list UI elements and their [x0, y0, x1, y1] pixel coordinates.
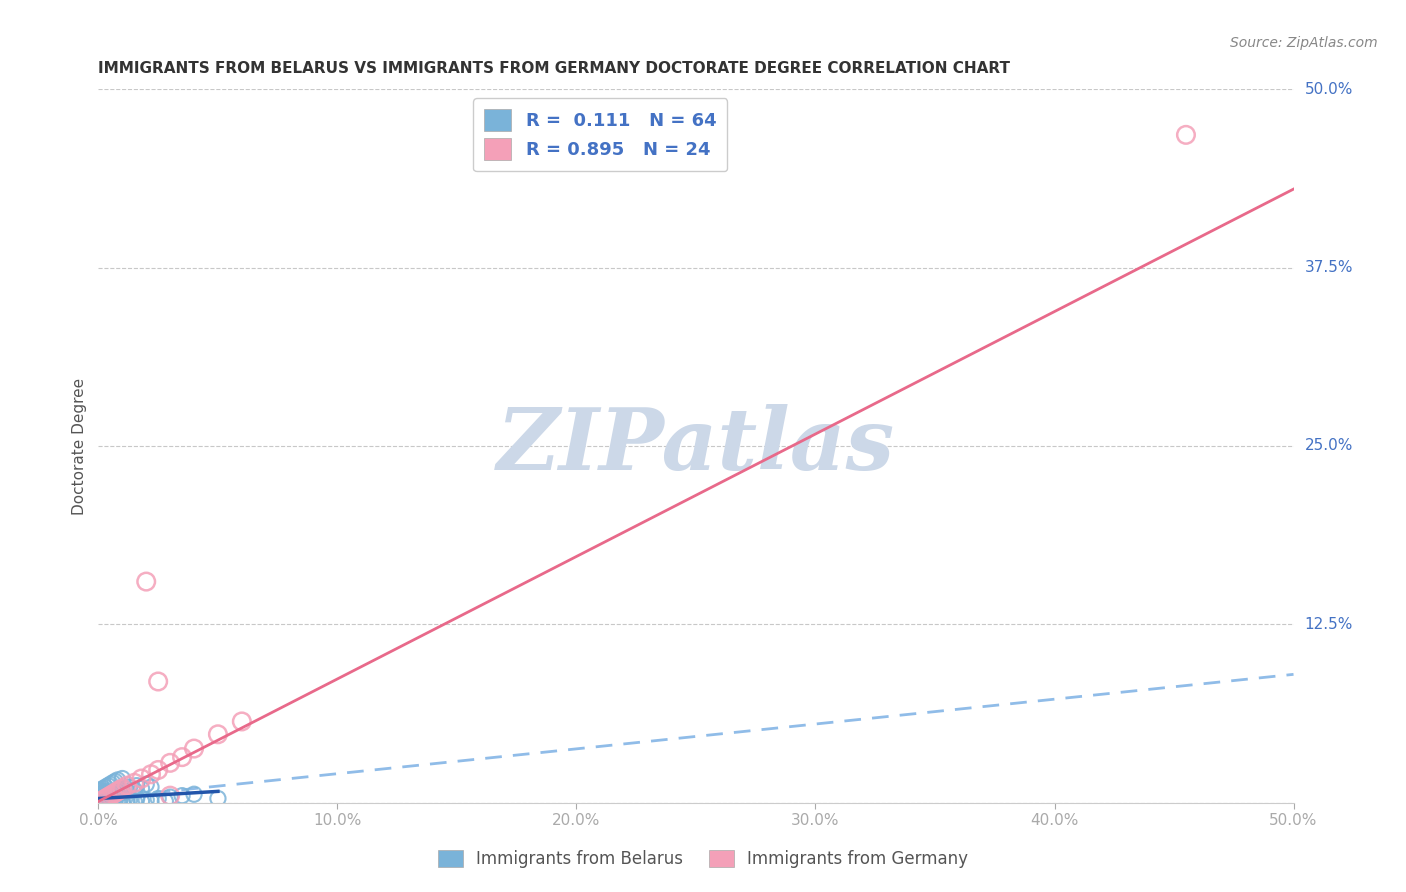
Point	[94, 784, 117, 798]
Point	[172, 750, 194, 764]
Point	[111, 794, 134, 808]
Point	[148, 674, 170, 689]
Point	[155, 794, 177, 808]
Point	[98, 786, 122, 800]
Point	[1175, 128, 1198, 142]
Point	[231, 714, 253, 729]
Point	[90, 784, 112, 798]
Point	[148, 791, 170, 805]
Point	[90, 791, 112, 805]
Point	[131, 772, 153, 786]
Point	[91, 786, 114, 800]
Point	[124, 794, 146, 808]
Point	[107, 787, 129, 801]
Point	[98, 789, 122, 803]
Text: 50.0%: 50.0%	[1305, 82, 1353, 96]
Point	[101, 789, 124, 803]
Point	[131, 781, 153, 796]
Point	[90, 783, 112, 797]
Point	[94, 794, 117, 808]
Point	[90, 790, 112, 805]
Point	[172, 789, 194, 803]
Point	[91, 793, 114, 807]
Text: 12.5%: 12.5%	[1305, 617, 1353, 632]
Point	[90, 789, 112, 803]
Text: ZIPatlas: ZIPatlas	[496, 404, 896, 488]
Point	[94, 791, 117, 805]
Point	[91, 793, 114, 807]
Point	[114, 791, 136, 805]
Text: 37.5%: 37.5%	[1305, 260, 1353, 275]
Point	[111, 781, 134, 796]
Point	[90, 787, 112, 801]
Legend: Immigrants from Belarus, Immigrants from Germany: Immigrants from Belarus, Immigrants from…	[432, 843, 974, 875]
Point	[108, 783, 131, 797]
Point	[114, 781, 136, 796]
Point	[94, 793, 117, 807]
Point	[135, 793, 157, 807]
Point	[139, 794, 162, 808]
Point	[118, 793, 141, 807]
Text: IMMIGRANTS FROM BELARUS VS IMMIGRANTS FROM GERMANY DOCTORATE DEGREE CORRELATION : IMMIGRANTS FROM BELARUS VS IMMIGRANTS FR…	[98, 61, 1011, 76]
Point	[90, 787, 112, 801]
Point	[107, 794, 129, 808]
Point	[118, 780, 141, 794]
Text: Source: ZipAtlas.com: Source: ZipAtlas.com	[1230, 36, 1378, 50]
Legend: R =  0.111   N = 64, R = 0.895   N = 24: R = 0.111 N = 64, R = 0.895 N = 24	[474, 98, 727, 171]
Point	[115, 794, 138, 808]
Point	[159, 790, 181, 805]
Point	[104, 793, 127, 807]
Point	[125, 791, 148, 805]
Point	[91, 786, 114, 800]
Point	[159, 789, 181, 803]
Point	[183, 741, 205, 756]
Point	[107, 772, 129, 787]
Point	[97, 794, 120, 808]
Point	[94, 793, 117, 807]
Point	[98, 777, 122, 791]
Point	[91, 791, 114, 805]
Point	[124, 783, 146, 797]
Point	[115, 779, 138, 793]
Point	[115, 784, 138, 798]
Point	[124, 776, 146, 790]
Text: 25.0%: 25.0%	[1305, 439, 1353, 453]
Point	[90, 790, 112, 805]
Point	[91, 791, 114, 805]
Point	[104, 786, 127, 800]
Point	[101, 776, 124, 790]
Point	[97, 793, 120, 807]
Point	[94, 794, 117, 808]
Point	[97, 779, 120, 793]
Point	[125, 779, 148, 793]
Point	[107, 784, 129, 798]
Point	[111, 786, 134, 800]
Point	[104, 774, 127, 789]
Point	[97, 787, 120, 801]
Point	[207, 791, 229, 805]
Point	[139, 767, 162, 781]
Point	[111, 772, 134, 786]
Point	[139, 780, 162, 794]
Y-axis label: Doctorate Degree: Doctorate Degree	[72, 377, 87, 515]
Point	[97, 790, 120, 805]
Point	[159, 756, 181, 770]
Point	[108, 793, 131, 807]
Point	[90, 794, 112, 808]
Point	[98, 791, 122, 805]
Point	[94, 780, 117, 794]
Point	[108, 783, 131, 797]
Point	[91, 781, 114, 796]
Point	[131, 794, 153, 808]
Point	[207, 727, 229, 741]
Point	[91, 789, 114, 803]
Point	[148, 763, 170, 777]
Point	[101, 787, 124, 801]
Point	[135, 777, 157, 791]
Point	[135, 574, 157, 589]
Point	[104, 784, 127, 798]
Point	[101, 794, 124, 808]
Point	[183, 787, 205, 801]
